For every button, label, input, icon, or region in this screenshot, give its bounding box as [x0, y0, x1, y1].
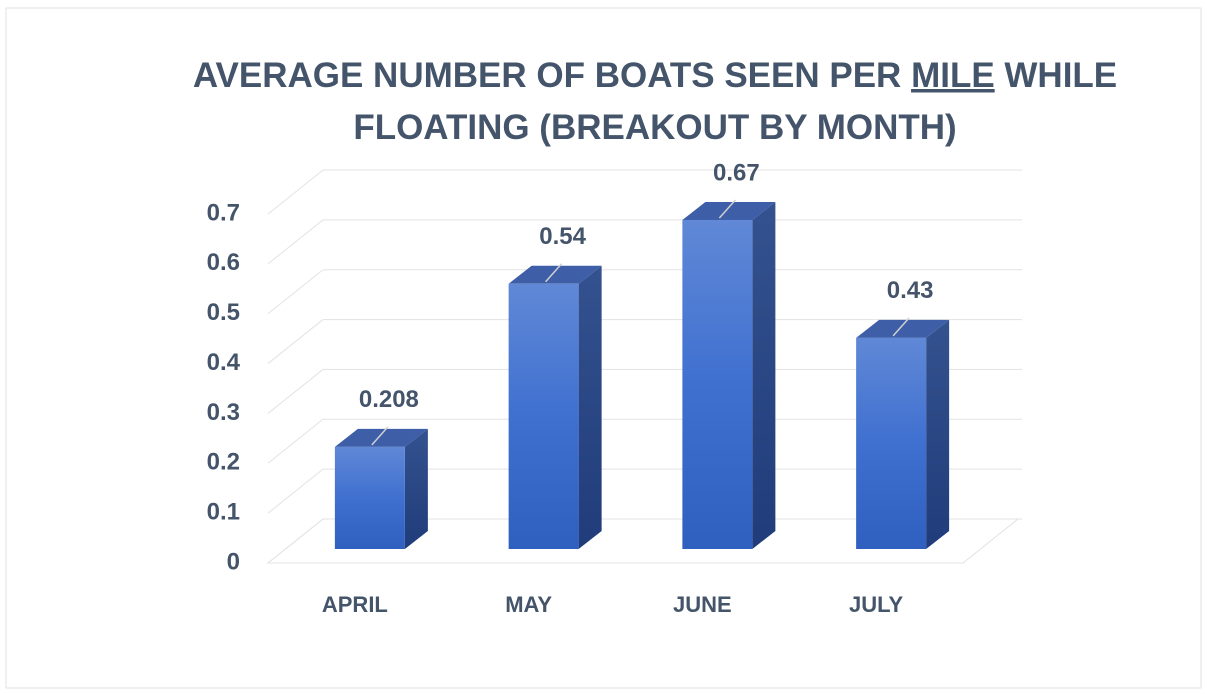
leader-line	[718, 199, 736, 219]
title-part: AVERAGE NUMBER OF BOATS SEEN PER	[193, 56, 911, 95]
bar-side	[404, 428, 428, 549]
bar	[334, 446, 405, 549]
title-part: MILE	[911, 56, 995, 95]
leader-line	[371, 426, 389, 446]
y-tick-label: 0.6	[207, 249, 240, 276]
title-part: WHILE	[995, 56, 1117, 95]
value-label: 0.54	[539, 223, 586, 250]
grid-line-side	[267, 418, 324, 464]
grid-line-side	[267, 518, 324, 564]
value-label: 0.67	[713, 159, 760, 186]
leader-line	[892, 317, 910, 337]
title-part: FLOATING (BREAKOUT BY MONTH)	[353, 108, 956, 147]
y-tick-label: 0.5	[207, 299, 240, 326]
bar	[682, 219, 753, 550]
y-tick-label: 0	[227, 548, 240, 575]
bar-side	[578, 265, 602, 549]
value-label: 0.43	[887, 277, 934, 304]
leader-line	[545, 263, 563, 283]
bar	[508, 283, 579, 549]
bar-top	[682, 201, 776, 220]
value-label: 0.208	[359, 386, 419, 413]
grid-line-side	[267, 269, 324, 315]
y-tick-label: 0.7	[207, 199, 240, 226]
y-tick-label: 0.2	[207, 449, 240, 476]
x-tick-label: MAY	[505, 592, 552, 617]
bar-top	[508, 265, 602, 284]
y-tick-label: 0.4	[207, 349, 241, 376]
grid-line-side	[267, 319, 324, 364]
bar-side	[926, 319, 950, 549]
bar	[856, 337, 927, 549]
grid-line-side	[267, 468, 324, 514]
chart-title: FLOATING (BREAKOUT BY MONTH)	[353, 108, 956, 147]
bar-top	[856, 319, 950, 338]
chart-border	[5, 7, 1202, 689]
y-tick-label: 0.1	[207, 498, 240, 525]
x-tick-label: JUNE	[673, 592, 732, 617]
bar-top	[334, 428, 428, 447]
bar-side	[752, 201, 776, 550]
y-tick-label: 0.3	[207, 399, 240, 426]
chart-title: AVERAGE NUMBER OF BOATS SEEN PER MILE WH…	[193, 56, 1117, 95]
grid-line-side	[267, 169, 324, 215]
x-tick-label: JULY	[849, 592, 904, 617]
x-tick-label: APRIL	[322, 592, 388, 617]
grid-line-side	[267, 369, 324, 414]
grid-line-side	[267, 219, 324, 265]
